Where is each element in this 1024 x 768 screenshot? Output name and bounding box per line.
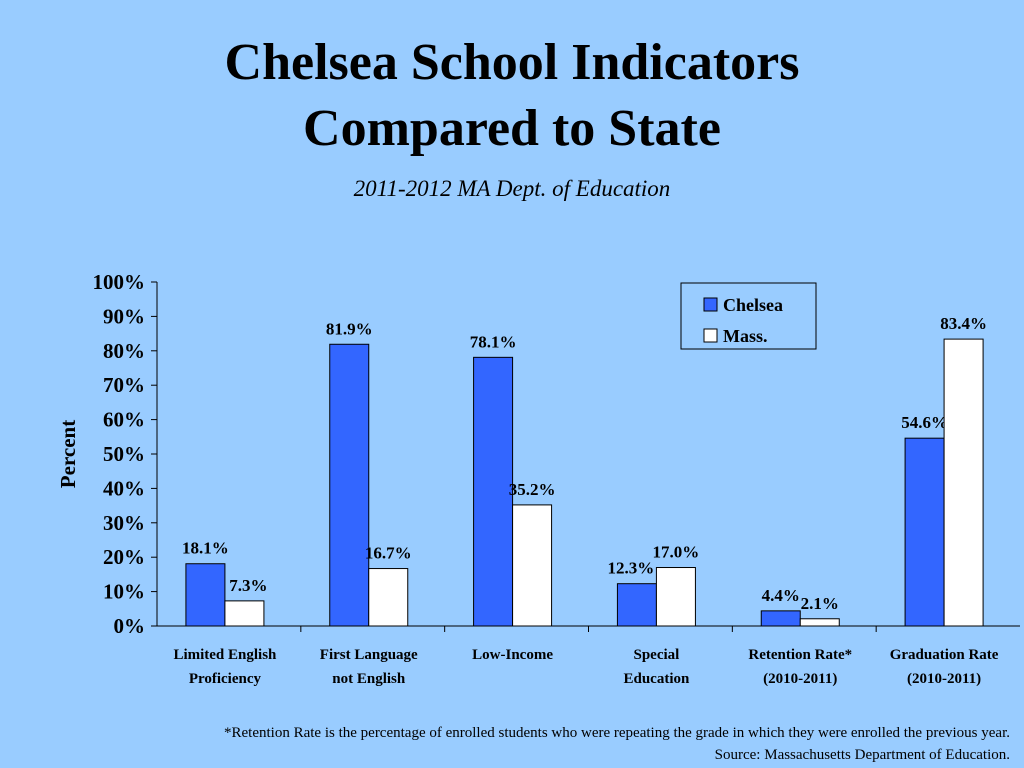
legend-label-chelsea: Chelsea xyxy=(723,295,783,315)
bar-chelsea xyxy=(904,437,945,627)
data-label: 35.2% xyxy=(509,480,556,499)
y-tick-label: 100% xyxy=(93,270,146,294)
y-tick-label: 70% xyxy=(103,373,145,397)
bar-chelsea xyxy=(185,563,226,627)
data-label: 2.1% xyxy=(801,594,839,613)
y-tick-label: 90% xyxy=(103,304,145,328)
y-tick-label: 40% xyxy=(103,476,145,500)
bar-chelsea xyxy=(473,356,514,627)
y-tick-label: 30% xyxy=(103,511,145,535)
x-tick-label: Education xyxy=(623,671,690,687)
footnote: *Retention Rate is the percentage of enr… xyxy=(224,722,1010,766)
data-label: 17.0% xyxy=(653,543,700,562)
legend-swatch-chelsea xyxy=(703,297,718,312)
bar-mass xyxy=(655,567,696,627)
legend-label-mass: Mass. xyxy=(723,326,768,346)
y-tick-label: 50% xyxy=(103,442,145,466)
bar-mass xyxy=(943,338,984,627)
data-label: 54.6% xyxy=(901,413,948,432)
bar-mass xyxy=(224,600,265,627)
data-label: 78.1% xyxy=(470,332,517,351)
bar-mass xyxy=(368,568,409,627)
y-tick-label: 20% xyxy=(103,545,145,569)
x-tick-label: First Language xyxy=(320,647,418,663)
x-tick-label: Low-Income xyxy=(472,647,553,663)
title-line-1: Chelsea School Indicators xyxy=(224,34,800,91)
bar-chelsea xyxy=(329,343,370,627)
x-tick-label: Graduation Rate xyxy=(890,647,999,663)
y-tick-label: 0% xyxy=(114,614,146,638)
bar-mass xyxy=(512,504,553,627)
data-label: 81.9% xyxy=(326,319,373,338)
data-label: 12.3% xyxy=(608,559,655,578)
bar-mass xyxy=(799,618,840,627)
footnote-source: Source: Massachusetts Department of Educ… xyxy=(714,747,1010,763)
title-line-2: Compared to State xyxy=(303,100,721,157)
bar-chelsea xyxy=(616,583,657,627)
bar-chelsea xyxy=(760,610,801,627)
legend-swatch-mass xyxy=(703,328,718,343)
x-tick-label: (2010-2011) xyxy=(763,671,837,687)
y-axis-label: Percent xyxy=(56,420,80,488)
x-tick-label: not English xyxy=(332,671,406,687)
legend-box xyxy=(680,282,817,350)
x-tick-label: Limited English xyxy=(173,647,277,663)
data-label: 83.4% xyxy=(940,314,987,333)
footnote-retention: *Retention Rate is the percentage of enr… xyxy=(224,725,1010,741)
page-subtitle: 2011-2012 MA Dept. of Education xyxy=(353,176,671,201)
y-tick-label: 80% xyxy=(103,339,145,363)
data-label: 4.4% xyxy=(762,586,800,605)
x-tick-label: Special xyxy=(633,647,679,663)
y-tick-label: 60% xyxy=(103,408,145,432)
page-title: Chelsea School Indicators Compared to St… xyxy=(0,30,1024,162)
data-label: 18.1% xyxy=(182,539,229,558)
x-tick-label: (2010-2011) xyxy=(907,671,981,687)
y-tick-label: 10% xyxy=(103,580,145,604)
x-tick-label: Retention Rate* xyxy=(748,647,852,663)
data-label: 16.7% xyxy=(365,544,412,563)
x-tick-label: Proficiency xyxy=(189,671,262,687)
data-label: 7.3% xyxy=(229,576,267,595)
